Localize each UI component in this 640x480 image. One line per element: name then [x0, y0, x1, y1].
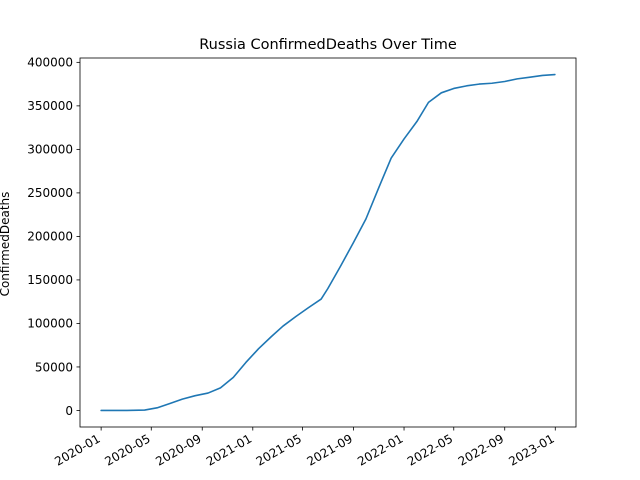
- series-line: [100, 73, 556, 412]
- plot-background: [80, 58, 576, 427]
- y-tick-label: 200000: [27, 230, 73, 244]
- plot-area: 2020-01 2020-05 2020-09 2021-01 2021-05 2021-…: [27, 56, 577, 469]
- axes-frame: [79, 57, 577, 428]
- y-axis-label: ConfirmedDeaths: [0, 192, 12, 297]
- y-tick-label: 0: [65, 404, 73, 418]
- y-tick-label: 400000: [27, 56, 73, 70]
- y-tick-label: 50000: [35, 360, 73, 374]
- y-tick-label: 350000: [27, 99, 73, 113]
- y-tick-label: 300000: [27, 143, 73, 157]
- chart-title: Russia ConfirmedDeaths Over Time: [199, 37, 457, 53]
- y-tick-label: 150000: [27, 273, 73, 287]
- y-tick-label: 250000: [27, 186, 73, 200]
- y-tick-label: 100000: [27, 317, 73, 331]
